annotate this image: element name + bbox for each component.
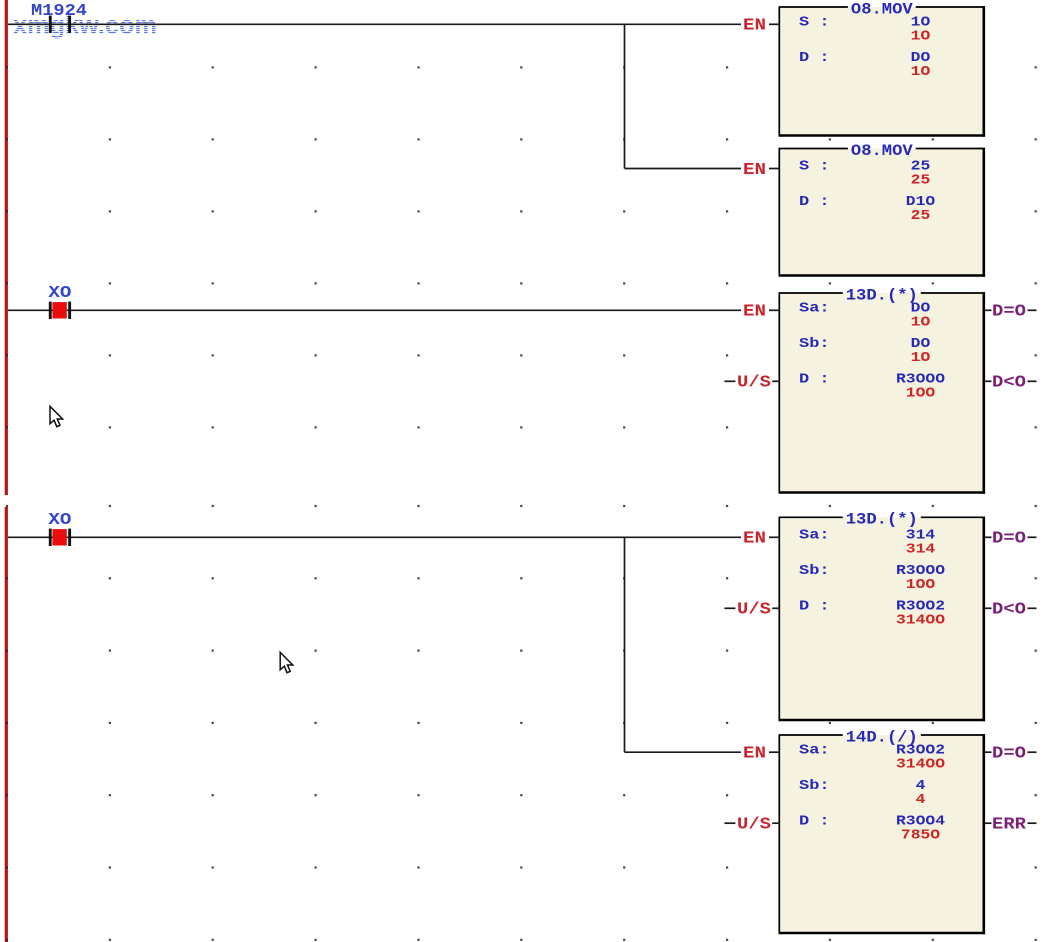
svg-text:Sb:: Sb: [799, 779, 830, 794]
svg-text:314OO: 314OO [896, 613, 945, 628]
svg-text:EN: EN [743, 161, 766, 180]
svg-text:D<O: D<O [992, 374, 1026, 393]
svg-text:1O: 1O [911, 29, 931, 44]
svg-text:EN: EN [743, 303, 766, 322]
svg-text:S :: S : [799, 15, 830, 30]
svg-text:1OO: 1OO [906, 386, 935, 401]
svg-text:Sb:: Sb: [799, 337, 830, 352]
svg-text:U/S: U/S [737, 815, 771, 834]
svg-text:D :: D : [799, 814, 830, 829]
svg-text:R3OO4: R3OO4 [896, 814, 945, 829]
svg-text:1OO: 1OO [906, 578, 935, 593]
svg-text:DO: DO [911, 51, 931, 66]
svg-text:EN: EN [743, 530, 766, 549]
svg-text:D :: D : [799, 195, 830, 210]
svg-text:Sa:: Sa: [799, 528, 830, 543]
svg-text:25: 25 [911, 174, 931, 189]
svg-text:314OO: 314OO [896, 757, 945, 772]
svg-text:ERR: ERR [992, 815, 1027, 834]
svg-text:D=O: D=O [992, 530, 1026, 549]
svg-text:R3OO2: R3OO2 [896, 599, 945, 614]
svg-text:S :: S : [799, 160, 830, 175]
svg-text:U/S: U/S [737, 601, 771, 620]
svg-text:1O: 1O [911, 65, 931, 80]
svg-text:XO: XO [48, 511, 71, 530]
svg-text:M1924: M1924 [31, 2, 87, 21]
svg-text:DO: DO [911, 337, 931, 352]
svg-text:O8.MOV: O8.MOV [851, 142, 913, 160]
svg-text:D :: D : [799, 372, 830, 387]
svg-text:Sa:: Sa: [799, 301, 830, 316]
svg-text:XO: XO [48, 284, 71, 303]
svg-text:Sa:: Sa: [799, 743, 830, 758]
svg-text:25: 25 [911, 209, 931, 224]
svg-text:Sb:: Sb: [799, 564, 830, 579]
svg-text:13D.(*): 13D.(*) [846, 511, 918, 529]
svg-text:R3OOO: R3OOO [896, 564, 945, 579]
svg-text:13D.(*): 13D.(*) [846, 286, 918, 304]
svg-text:O8.MOV: O8.MOV [851, 0, 913, 18]
svg-text:R3OO2: R3OO2 [896, 743, 945, 758]
svg-text:DO: DO [911, 301, 931, 316]
svg-text:1O: 1O [911, 351, 931, 366]
svg-text:xmgkw.com: xmgkw.com [13, 12, 157, 40]
svg-text:D :: D : [799, 599, 830, 614]
svg-text:R3OOO: R3OOO [896, 372, 945, 387]
svg-text:4: 4 [916, 779, 926, 794]
svg-text:314: 314 [906, 528, 935, 543]
svg-text:314: 314 [906, 542, 935, 557]
svg-text:4: 4 [916, 793, 926, 808]
svg-text:EN: EN [743, 744, 766, 763]
svg-text:25: 25 [911, 160, 931, 175]
svg-text:D :: D : [799, 51, 830, 66]
svg-text:1O: 1O [911, 315, 931, 330]
svg-text:1O: 1O [911, 15, 931, 30]
svg-text:D=O: D=O [992, 303, 1026, 322]
svg-text:785O: 785O [901, 828, 940, 843]
svg-text:14D.(/): 14D.(/) [846, 728, 918, 746]
svg-text:D=O: D=O [992, 744, 1026, 763]
svg-text:D1O: D1O [906, 195, 935, 210]
svg-text:D<O: D<O [992, 601, 1026, 620]
svg-text:EN: EN [743, 17, 766, 36]
svg-text:U/S: U/S [737, 374, 771, 393]
